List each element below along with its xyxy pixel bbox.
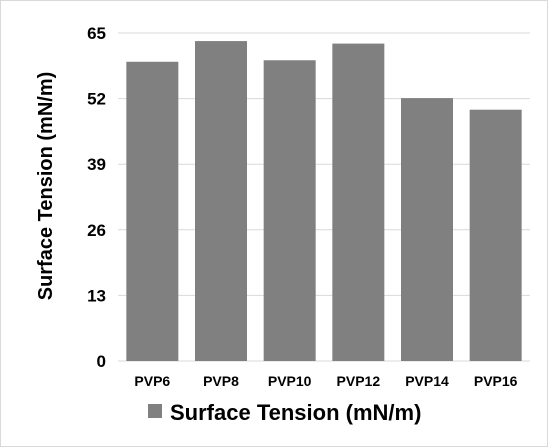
y-tick-label: 65: [87, 24, 106, 43]
x-tick-label: PVP10: [268, 373, 312, 389]
bar-pvp10: [263, 60, 316, 361]
x-tick-label: PVP12: [337, 373, 381, 389]
bar-pvp12: [332, 43, 385, 361]
y-tick-label: 52: [87, 90, 106, 109]
x-tick-label: PVP16: [474, 373, 518, 389]
y-tick-label: 26: [87, 221, 106, 240]
y-axis-label: Surface Tension (mN/m): [35, 72, 57, 301]
y-axis-ticks: 0 13 26 39 52 65: [87, 24, 106, 371]
y-tick-label: 0: [97, 352, 106, 371]
bar-pvp6: [126, 61, 179, 362]
x-tick-label: PVP8: [203, 373, 239, 389]
x-axis-ticks: PVP6 PVP8 PVP10 PVP12 PVP14 PVP16: [134, 373, 517, 389]
legend-swatch: [148, 404, 162, 418]
legend-label: Surface Tension (mN/m): [170, 400, 421, 425]
bar-pvp8: [195, 41, 247, 361]
y-tick-label: 39: [87, 155, 106, 174]
legend: Surface Tension (mN/m): [148, 400, 421, 425]
bar-pvp14: [401, 98, 453, 361]
bars: [126, 41, 522, 362]
x-tick-label: PVP6: [134, 373, 170, 389]
x-tick-label: PVP14: [405, 373, 449, 389]
y-tick-label: 13: [87, 286, 106, 305]
gridlines: [118, 32, 530, 362]
bar-pvp16: [469, 109, 522, 361]
